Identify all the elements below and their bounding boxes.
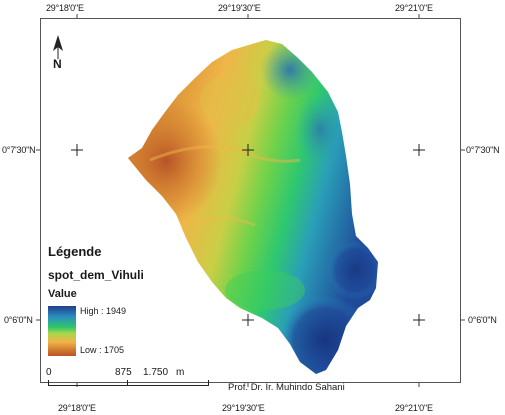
legend-field-name: Value [48, 288, 77, 300]
north-arrow-icon: N [51, 33, 65, 78]
legend-title: Légende [48, 244, 102, 259]
scale-label-0: 0 [46, 367, 52, 378]
legend-high-label: High : 1949 [80, 306, 127, 316]
catchment-area [128, 40, 378, 374]
map-frame [40, 18, 461, 383]
top-tick-label: 29°18'0"E [46, 3, 84, 13]
bottom-tick-label: 29°19'30"E [222, 403, 265, 413]
north-label: N [53, 57, 62, 71]
bottom-tick-label: 29°18'0"E [58, 403, 96, 413]
scale-label-max: 1.750 [143, 367, 169, 378]
legend-low-label: Low : 1705 [80, 345, 125, 355]
bottom-tick-label: 29°21'0"E [395, 403, 433, 413]
right-tick-label: 0°6'0"N [468, 315, 497, 325]
legend-layer-name: spot_dem_Vihuli [48, 268, 144, 282]
scale-label-mid: 875 [115, 367, 132, 378]
elevation-color-ramp [48, 306, 76, 356]
top-tick-label: 29°19'30"E [218, 3, 261, 13]
right-tick-label: 0°7'30"N [466, 145, 500, 155]
author-credit: Prof. Dr. Ir. Muhindo Sahani [228, 382, 345, 393]
scale-bar [48, 380, 209, 386]
frame-ticks [36, 14, 465, 387]
top-tick-label: 29°21'0"E [395, 3, 433, 13]
scale-unit: m [176, 367, 185, 378]
left-tick-label: 0°7'30"N [2, 145, 36, 155]
left-tick-label: 0°6'0"N [4, 315, 33, 325]
graticule-crosses [71, 144, 425, 326]
